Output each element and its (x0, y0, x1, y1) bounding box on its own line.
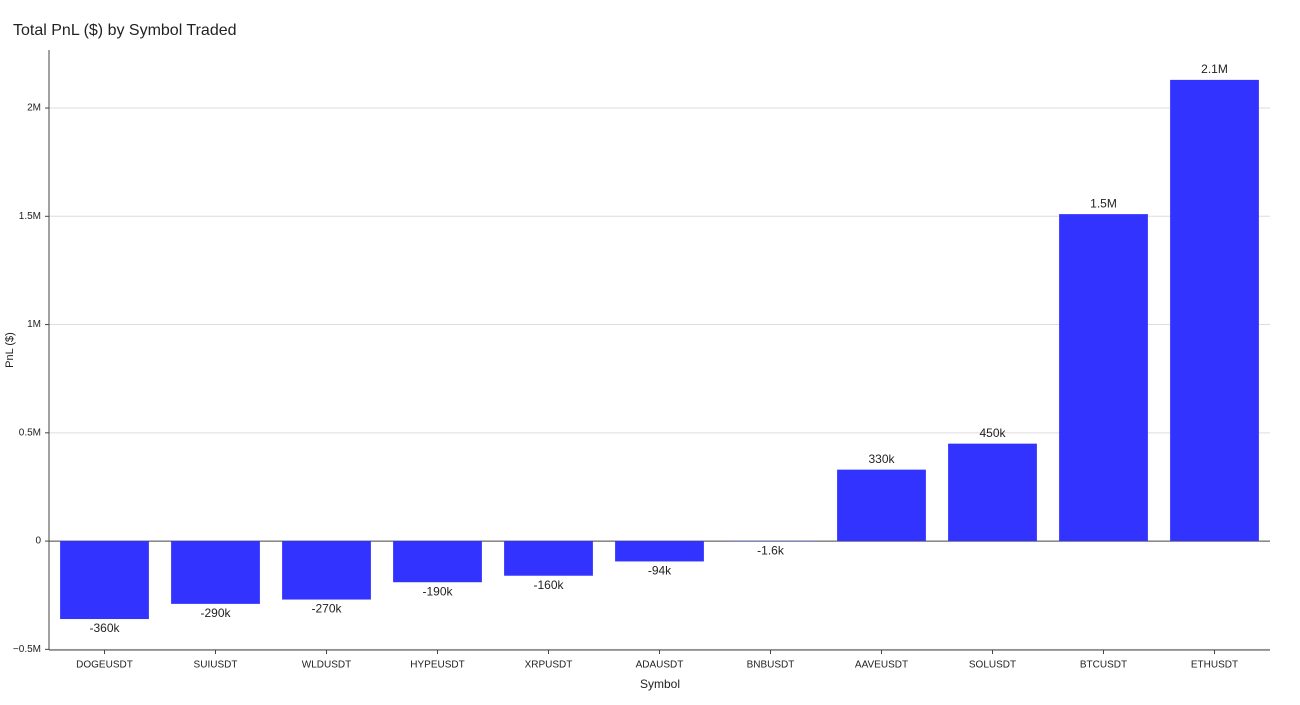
data-label: -160k (533, 578, 564, 592)
y-tick-label: 0.5M (19, 427, 41, 438)
y-axis-label: PnL ($) (4, 332, 16, 368)
bar (948, 444, 1037, 541)
bar (282, 541, 371, 599)
bar (615, 541, 704, 561)
data-label: 1.5M (1090, 196, 1117, 210)
chart-title: Total PnL ($) by Symbol Traded (13, 22, 237, 39)
x-tick-label: WLDUSDT (302, 660, 351, 671)
data-label: -1.6k (757, 544, 785, 558)
x-tick-label: SUIUSDT (194, 660, 238, 671)
bar (171, 541, 260, 604)
x-tick-label: XRPUSDT (525, 660, 573, 671)
x-tick-label: ADAUSDT (636, 660, 684, 671)
bar (1059, 214, 1148, 541)
data-label: -94k (648, 564, 672, 578)
x-tick-label: BTCUSDT (1080, 660, 1127, 671)
data-label: -190k (422, 584, 453, 598)
x-tick-label: BNBUSDT (747, 660, 795, 671)
bar (504, 541, 593, 576)
bar (393, 541, 482, 582)
data-label: -270k (311, 602, 342, 616)
x-tick-label: ETHUSDT (1191, 660, 1238, 671)
data-label: -360k (89, 621, 120, 635)
data-label: 2.1M (1201, 62, 1228, 76)
x-tick-label: AAVEUSDT (855, 660, 908, 671)
y-tick-label: 1M (27, 319, 41, 330)
bar (1170, 80, 1259, 541)
y-tick-label: 1.5M (19, 211, 41, 222)
bar (60, 541, 149, 619)
y-tick-label: −0.5M (13, 644, 41, 655)
data-label: -290k (200, 606, 231, 620)
x-tick-label: SOLUSDT (969, 660, 1016, 671)
y-tick-label: 0 (35, 536, 41, 547)
data-label: 330k (868, 452, 895, 466)
x-tick-label: HYPEUSDT (410, 660, 464, 671)
x-axis-label: Symbol (640, 677, 680, 691)
x-tick-label: DOGEUSDT (76, 660, 133, 671)
y-tick-label: 2M (27, 103, 41, 114)
data-label: 450k (979, 426, 1006, 440)
bar (837, 470, 926, 541)
